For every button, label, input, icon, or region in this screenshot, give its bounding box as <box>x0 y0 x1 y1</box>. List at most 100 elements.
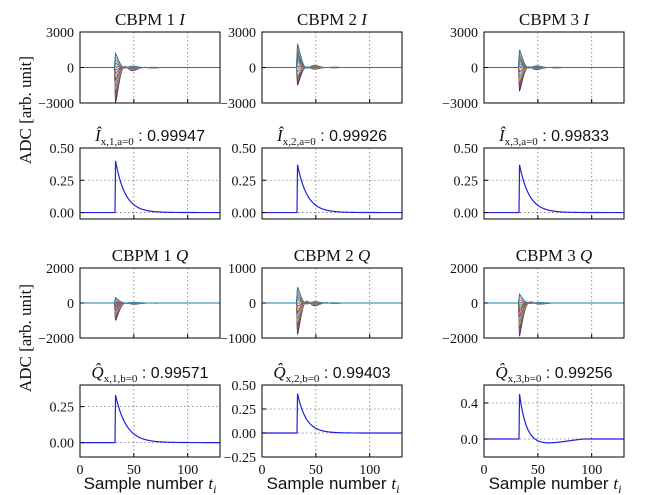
series-line-13 <box>262 295 402 304</box>
axes-frame <box>79 147 221 220</box>
series-line-5 <box>80 66 220 90</box>
panel-Ihat3: 0.00 0.25 0.50 Îx,3,a=0 : 0.99833 <box>454 126 625 222</box>
panel-title: CBPM 1 Q <box>112 246 189 265</box>
normalized-waveform-line <box>484 164 624 214</box>
series-line-15 <box>262 46 402 69</box>
panel-title: Îx,1,a=0 : 0.99947 <box>94 126 205 148</box>
panel-title: Q̂x,1,b=0 : 0.99571 <box>91 363 208 385</box>
series-line-16 <box>80 296 220 304</box>
series-line-14 <box>262 49 402 69</box>
y-axis-label-lower: ADC [arb. unit] <box>16 284 35 392</box>
series-line-1 <box>262 66 402 86</box>
series-line-16 <box>262 287 402 305</box>
series-line-5 <box>262 66 402 76</box>
series-line-16 <box>484 49 624 69</box>
panel-title: CBPM 2 Q <box>294 246 371 265</box>
normalized-waveform-line <box>262 164 402 214</box>
series-line-15 <box>80 298 220 304</box>
y-tick-label: 0.25 <box>232 403 257 418</box>
plot-area <box>484 393 624 444</box>
normalized-waveform-line <box>484 393 624 444</box>
y-tick-label: 1000 <box>228 262 256 277</box>
x-tick-label: 0 <box>77 463 84 478</box>
series-line-14 <box>484 53 624 69</box>
series-line-12 <box>262 53 402 69</box>
y-tick-label: 2000 <box>46 262 74 277</box>
series-line-5 <box>262 301 402 323</box>
series-line-4 <box>484 66 624 84</box>
series-line-6 <box>484 301 624 323</box>
series-line-1 <box>80 66 220 103</box>
y-tick-label: 0 <box>67 297 74 312</box>
x-tick-label: 100 <box>581 463 602 478</box>
series-line-2 <box>262 300 402 332</box>
y-tick-label: −2000 <box>38 332 74 347</box>
y-axis-label-upper: ADC [arb. unit] <box>16 56 35 164</box>
y-tick-label: 0 <box>471 62 478 77</box>
panel-Ihat2: 0.00 0.25 0.50 Îx,2,a=0 : 0.99926 <box>232 126 403 222</box>
series-line-10 <box>80 302 220 308</box>
series-line-6 <box>80 66 220 87</box>
panel-I3: −3000 0 3000 CBPM 3 I <box>442 10 625 112</box>
y-tick-label: 0.25 <box>454 174 479 189</box>
panel-Q3: −2000 0 2000 CBPM 3 Q <box>442 246 625 347</box>
series-line-9 <box>80 66 220 78</box>
y-tick-label: 0.25 <box>50 174 75 189</box>
y-tick-label: 0.25 <box>232 174 257 189</box>
panel-Q2: −1000 0 1000 CBPM 2 Q <box>220 246 403 347</box>
panel-title: CBPM 2 I <box>297 10 368 29</box>
y-tick-label: 2000 <box>450 262 478 277</box>
panel-title: CBPM 1 I <box>115 10 186 29</box>
series-line-15 <box>484 296 624 304</box>
series-line-14 <box>262 292 402 305</box>
panel-title: CBPM 3 I <box>519 10 590 29</box>
series-line-11 <box>262 56 402 69</box>
x-tick-label: 50 <box>531 463 545 478</box>
y-tick-label: −3000 <box>220 97 256 112</box>
y-tick-label: 0.00 <box>50 437 75 452</box>
y-tick-label: 0.50 <box>50 142 75 157</box>
series-line-2 <box>80 302 220 320</box>
y-tick-label: −3000 <box>442 97 478 112</box>
y-tick-label: −0.25 <box>224 451 256 466</box>
series-line-15 <box>484 52 624 69</box>
series-line-6 <box>262 301 402 319</box>
y-tick-label: 0 <box>471 297 478 312</box>
axes-frame <box>261 384 403 458</box>
series-line-5 <box>484 66 624 82</box>
series-line-7 <box>262 301 402 318</box>
normalized-waveform-line <box>262 393 402 434</box>
plot-area <box>80 51 220 103</box>
series-line-3 <box>80 66 220 97</box>
y-tick-label: 0.50 <box>232 142 257 157</box>
series-line-4 <box>484 301 624 328</box>
y-tick-label: 0.50 <box>454 142 479 157</box>
panel-title: Îx,2,a=0 : 0.99926 <box>276 126 387 148</box>
series-line-15 <box>262 288 402 305</box>
plot-area <box>484 164 624 214</box>
series-line-10 <box>484 302 624 313</box>
y-tick-label: −1000 <box>220 332 256 347</box>
y-tick-label: 0.0 <box>461 433 479 448</box>
series-line-7 <box>80 66 220 84</box>
series-line-2 <box>484 301 624 334</box>
axes-frame <box>483 384 625 458</box>
series-line-1 <box>80 302 220 321</box>
y-tick-label: −2000 <box>442 332 478 347</box>
series-line-4 <box>262 66 402 79</box>
series-line-8 <box>80 66 220 82</box>
series-line-15 <box>80 55 220 69</box>
series-line-3 <box>484 66 624 86</box>
series-line-16 <box>262 43 402 69</box>
axes-frame <box>483 147 625 220</box>
series-line-10 <box>262 59 402 69</box>
plot-area <box>262 393 402 434</box>
normalized-waveform-line <box>80 160 220 214</box>
x-tick-label: 0 <box>259 463 266 478</box>
x-tick-label: 100 <box>177 463 198 478</box>
panel-Qhat2: −0.25 0.00 0.25 0.50 0 50 100 Q̂x,2,b=0 : 0.994… <box>224 363 403 478</box>
series-line-3 <box>262 66 402 82</box>
panel-Qhat1: 0.00 0.25 0 50 100 Q̂x,1,b=0 : 0.99571 <box>50 363 221 478</box>
series-line-1 <box>262 300 402 335</box>
